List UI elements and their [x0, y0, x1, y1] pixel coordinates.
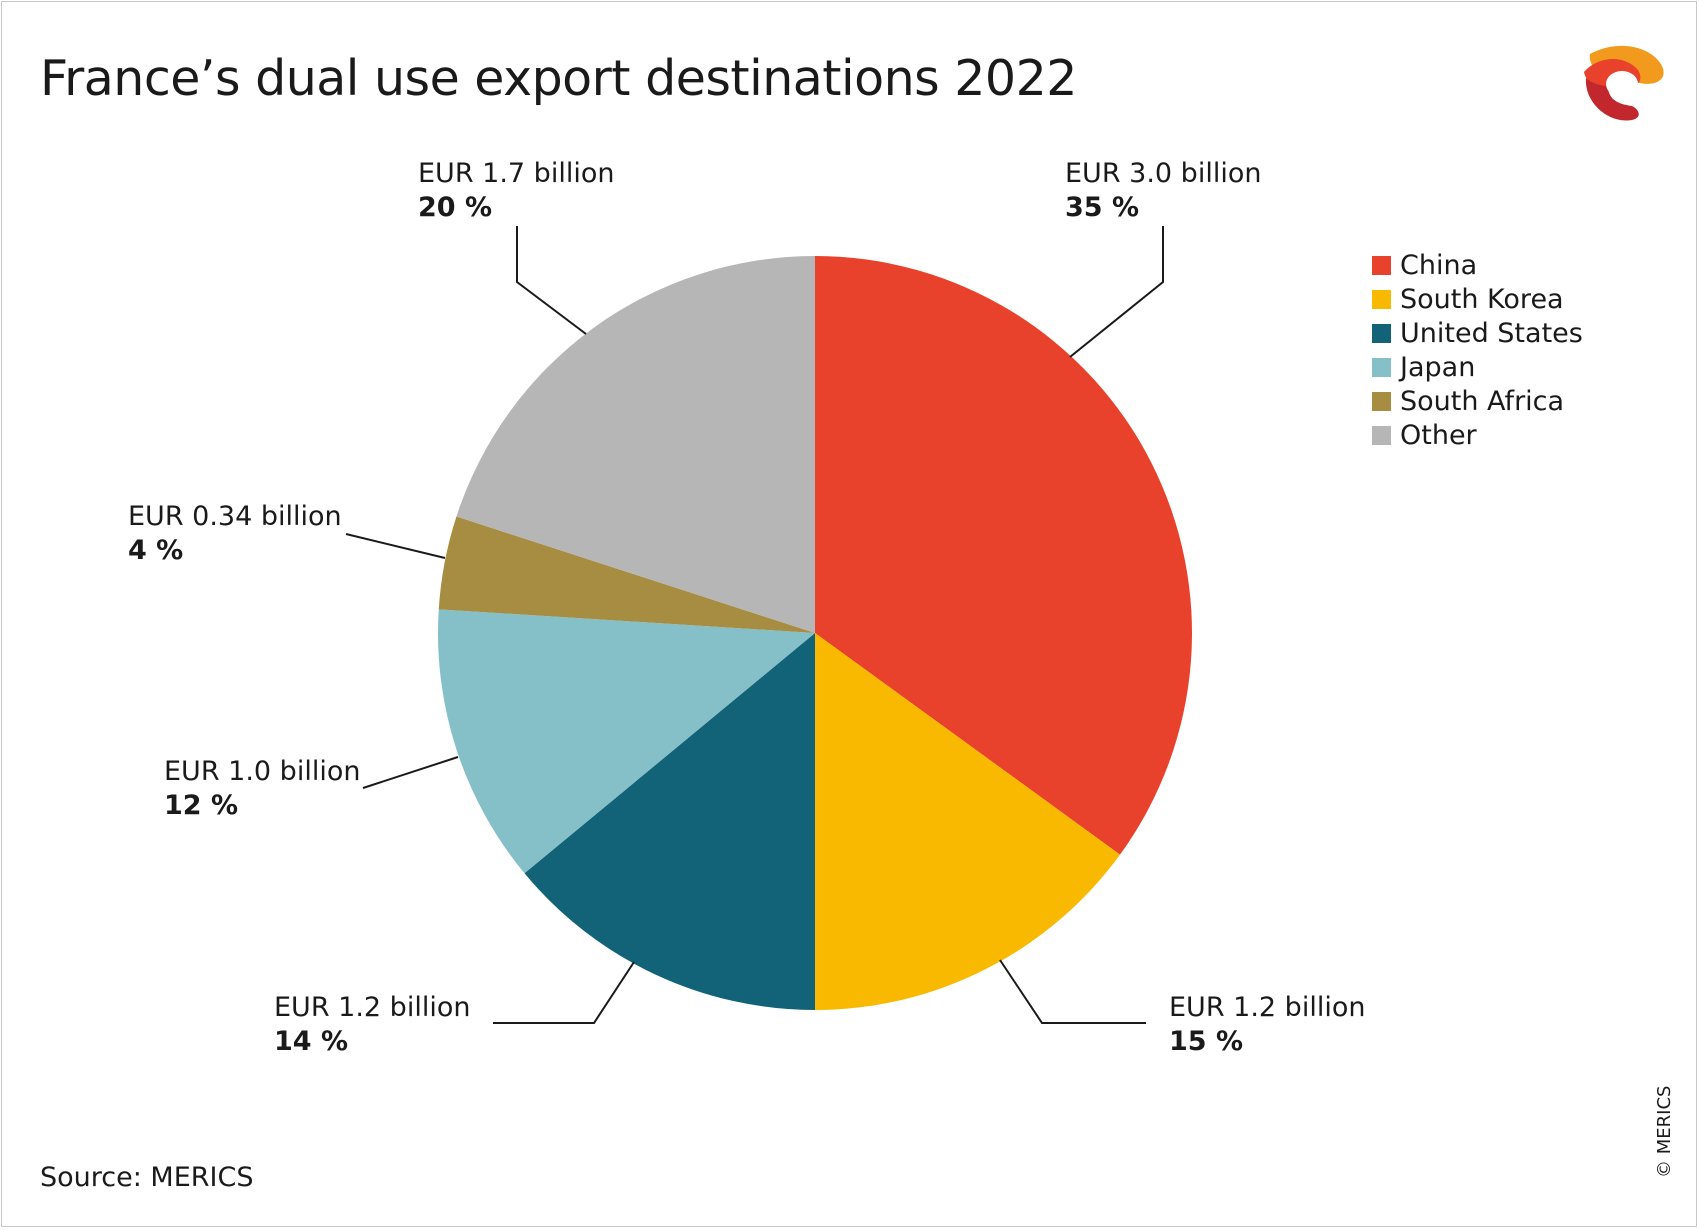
value-label-south-korea: EUR 1.2 billion — [1169, 992, 1365, 1023]
pie-slice-china — [815, 256, 1192, 855]
chart-title: France’s dual use export destinations 20… — [40, 50, 1077, 107]
leader-line-united-states — [493, 961, 635, 1024]
leader-line-other — [516, 226, 587, 335]
source-note: Source: MERICS — [40, 1162, 254, 1193]
pie-slice-south-africa — [438, 516, 815, 633]
legend-label: China — [1400, 249, 1478, 281]
value-label-other: EUR 1.7 billion — [418, 158, 614, 189]
legend-label: Other — [1400, 419, 1477, 451]
value-label-china: EUR 3.0 billion — [1065, 158, 1261, 189]
legend-label: United States — [1400, 317, 1583, 349]
value-label-united-states: EUR 1.2 billion — [274, 992, 470, 1023]
legend-label: South Korea — [1400, 283, 1564, 315]
legend: China South Korea United States Japan South … — [1372, 248, 1583, 452]
percent-label-south-korea: 15 % — [1169, 1026, 1243, 1057]
merics-logo — [1584, 45, 1664, 121]
percent-label-other: 20 % — [418, 192, 492, 223]
legend-item-other: Other — [1372, 418, 1583, 452]
leader-line-south-korea — [999, 959, 1146, 1024]
pie-slice-united-states — [524, 633, 815, 1010]
legend-item-united-states: United States — [1372, 316, 1583, 350]
value-label-south-africa: EUR 0.34 billion — [128, 501, 342, 532]
pie-slice-other — [456, 256, 815, 633]
legend-swatch — [1372, 289, 1391, 309]
legend-item-china: China — [1372, 248, 1583, 282]
percent-label-china: 35 % — [1065, 192, 1139, 223]
percent-label-japan: 12 % — [164, 790, 238, 821]
pie-slice-south-korea — [815, 633, 1120, 1010]
pie-slices — [438, 256, 1192, 1010]
pie-slice-japan — [438, 609, 815, 874]
legend-item-south-africa: South Africa — [1372, 384, 1583, 418]
legend-label: South Africa — [1400, 385, 1565, 417]
copyright-note: © MERICS — [1654, 1085, 1675, 1178]
legend-swatch — [1372, 357, 1391, 377]
value-label-japan: EUR 1.0 billion — [164, 756, 360, 787]
legend-item-japan: Japan — [1372, 350, 1583, 384]
percent-label-south-africa: 4 % — [128, 535, 183, 566]
legend-label: Japan — [1400, 351, 1476, 383]
legend-swatch — [1372, 425, 1391, 445]
leader-line-japan — [362, 756, 459, 789]
legend-swatch — [1372, 323, 1391, 343]
legend-swatch — [1372, 391, 1391, 411]
percent-label-united-states: 14 % — [274, 1026, 348, 1057]
leader-line-china — [1069, 226, 1164, 358]
legend-swatch — [1372, 255, 1391, 275]
leader-lines — [345, 226, 1164, 1024]
legend-item-south-korea: South Korea — [1372, 282, 1583, 316]
leader-line-south-africa — [345, 533, 446, 559]
